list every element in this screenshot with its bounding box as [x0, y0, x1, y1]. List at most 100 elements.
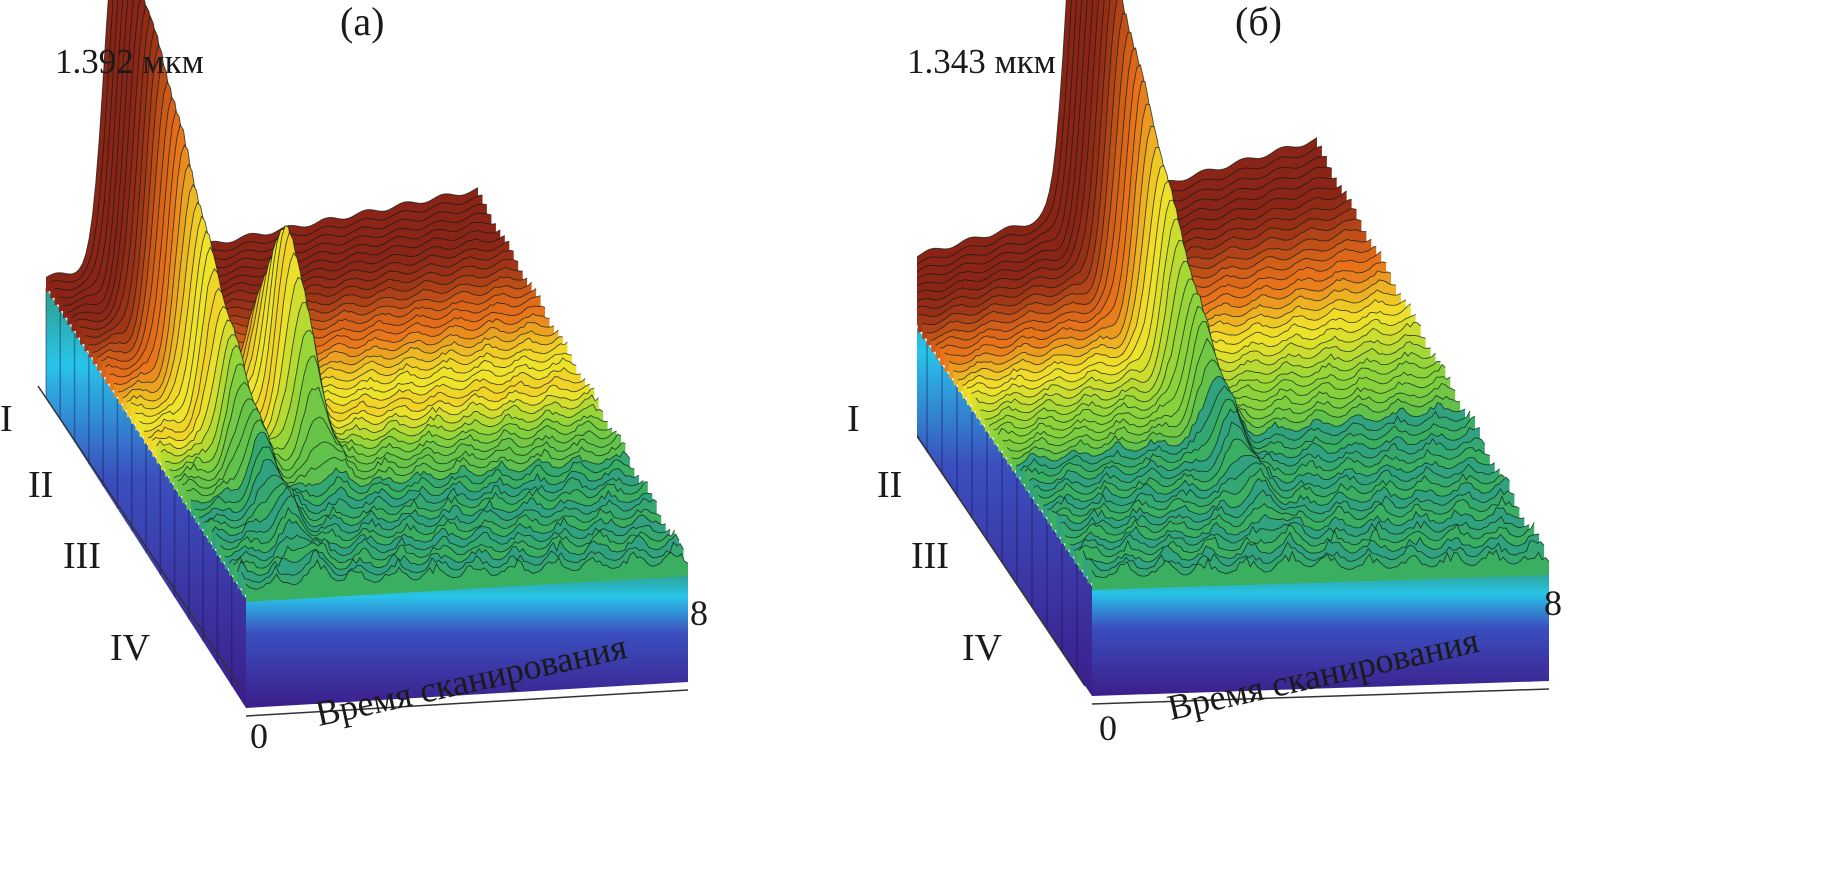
front-wall — [246, 572, 688, 708]
surface-line — [224, 514, 666, 558]
surface-line — [237, 533, 680, 576]
surface-line — [1056, 476, 1510, 525]
panel-label-b: (б) — [1235, 0, 1282, 44]
surface-line — [1087, 540, 1545, 572]
surface-line — [1020, 385, 1471, 472]
wavelength-label-b: 1.343 мкм — [907, 42, 1056, 81]
surface-line — [232, 529, 675, 569]
surface-line — [173, 381, 613, 479]
surface-strip — [926, 13, 1367, 346]
surface-line — [1042, 454, 1495, 506]
surface-strip — [84, 29, 519, 352]
time-axis — [1091, 688, 1550, 705]
time-axis — [245, 689, 689, 717]
surface-line — [118, 163, 555, 393]
surface-line — [122, 183, 559, 399]
surface-line — [1091, 549, 1550, 579]
surface-line — [1065, 495, 1520, 539]
surface-line — [113, 144, 550, 385]
surface-line — [135, 230, 572, 417]
surface-line — [203, 474, 644, 523]
surface-line — [54, 0, 487, 291]
surface-plot-b — [917, 0, 1550, 705]
surface-strip — [75, 5, 510, 339]
surface-strip — [139, 228, 577, 438]
surface-line — [241, 541, 684, 583]
surface-line — [215, 495, 657, 544]
surface-line — [147, 230, 586, 439]
chart-panel-b: (б) 1.343 мкм I II III IV 0 8 Время скан… — [847, 0, 1835, 888]
x-tick-8: 8 — [690, 593, 708, 633]
surface-line — [1038, 438, 1490, 499]
surface-strip — [980, 240, 1426, 426]
surface-line — [1024, 398, 1476, 477]
region-label-iv: IV — [110, 627, 151, 669]
surface-strip — [88, 44, 523, 358]
wavelength-label-a: 1.392 мкм — [55, 42, 204, 81]
surface-strip — [169, 355, 608, 484]
surface-strip — [131, 216, 568, 424]
surface-strip — [92, 63, 528, 365]
surface-strip — [118, 164, 555, 405]
surface-line — [152, 252, 590, 441]
surface-plot-a — [37, 0, 689, 717]
region-axis — [37, 385, 243, 691]
surface-line — [190, 431, 631, 504]
surface-line — [220, 506, 662, 551]
surface-group — [917, 0, 1550, 705]
surface-line — [1078, 522, 1535, 558]
surface-line — [1047, 462, 1500, 511]
surface-line — [1073, 515, 1530, 551]
region-label-i: I — [847, 398, 860, 440]
surface-line — [169, 355, 608, 472]
surface-strip — [984, 261, 1431, 432]
surface-line — [1029, 408, 1481, 484]
surface-line — [207, 481, 648, 529]
surface-strip — [989, 278, 1436, 439]
surface-strip — [173, 382, 612, 490]
x-tick-0: 0 — [250, 716, 268, 756]
panel-label-a: (а) — [340, 0, 385, 44]
surface-strip — [71, 0, 505, 332]
surface-strip — [177, 398, 617, 497]
surface-line — [130, 215, 568, 410]
x-tick-8: 8 — [1544, 583, 1562, 623]
surface-line — [245, 551, 689, 590]
surface-line — [101, 96, 537, 362]
region-label-ii: II — [877, 464, 903, 506]
surface-line — [228, 525, 671, 564]
surface-strip — [50, 0, 483, 299]
surface-line — [182, 408, 622, 489]
surface-strip — [182, 408, 621, 504]
surface-strip — [114, 145, 550, 398]
region-label-iii: III — [63, 535, 101, 577]
surface-line — [139, 228, 577, 425]
surface-line — [96, 80, 532, 358]
surface-strip — [97, 81, 532, 372]
surface-strip — [922, 0, 1362, 340]
surface-strip — [246, 552, 688, 602]
surface-line — [143, 225, 581, 432]
surface-line — [211, 486, 653, 536]
surface-strip — [1092, 550, 1549, 590]
region-label-ii: II — [28, 464, 54, 506]
surface-line — [160, 301, 599, 457]
surface-line — [105, 109, 541, 370]
surface-strip — [1007, 338, 1456, 465]
surface-line — [1060, 488, 1515, 532]
surface-line — [1069, 506, 1525, 546]
surface-strip — [135, 231, 572, 431]
surface-strip — [143, 225, 581, 444]
surface-line — [199, 458, 640, 518]
surface-line — [194, 446, 635, 511]
left-wall — [917, 327, 1092, 696]
front-wall — [1092, 571, 1549, 696]
surface-strip — [80, 15, 514, 345]
surface-line — [92, 62, 528, 354]
surface-line — [1082, 531, 1540, 565]
surface-line — [109, 123, 546, 378]
region-label-i: I — [0, 398, 13, 440]
left-wall — [46, 288, 246, 708]
region-axis — [917, 434, 1086, 687]
surface-line — [165, 329, 604, 464]
